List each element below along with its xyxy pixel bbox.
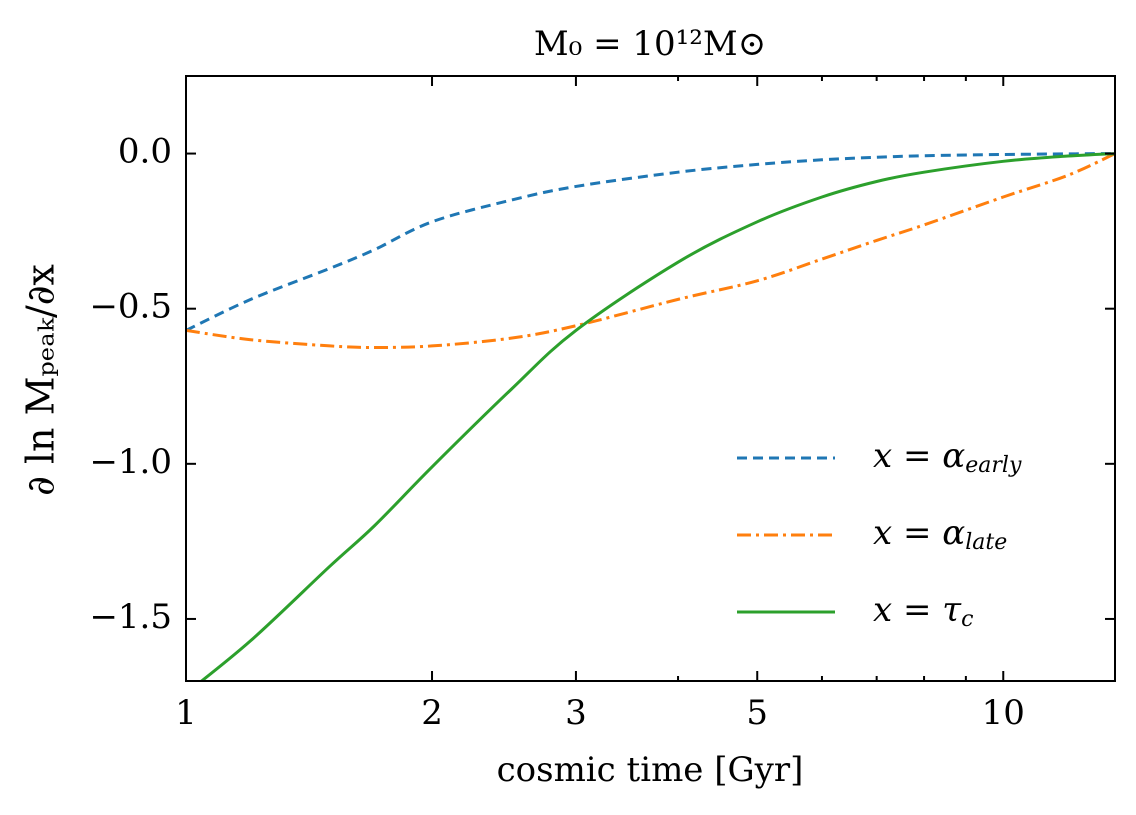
legend-label: x = τc bbox=[873, 590, 973, 632]
x-tick-label: 10 bbox=[982, 693, 1025, 733]
y-tick-label: −1.5 bbox=[89, 597, 172, 637]
x-tick-label: 3 bbox=[565, 693, 587, 733]
y-axis-label: ∂ ln Mₚₑₐₖ/∂x bbox=[19, 264, 63, 496]
x-tick-label: 1 bbox=[175, 693, 197, 733]
plot-frame bbox=[185, 75, 1116, 682]
chart-title: M₀ = 10¹²M⊙ bbox=[534, 24, 766, 64]
plot-area bbox=[186, 152, 1115, 681]
line-series bbox=[199, 152, 1115, 681]
legend-label: x = αearly bbox=[873, 436, 1022, 478]
legend-label: x = αlate bbox=[873, 513, 1007, 555]
line-series bbox=[186, 152, 1115, 349]
x-tick-label: 5 bbox=[746, 693, 768, 733]
y-tick-label: 0.0 bbox=[118, 132, 172, 172]
line-series bbox=[186, 152, 1115, 332]
x-axis-label: cosmic time [Gyr] bbox=[497, 750, 804, 790]
y-tick-label: −0.5 bbox=[89, 287, 172, 327]
y-tick-label: −1.0 bbox=[89, 442, 172, 482]
x-tick-label: 2 bbox=[421, 693, 443, 733]
